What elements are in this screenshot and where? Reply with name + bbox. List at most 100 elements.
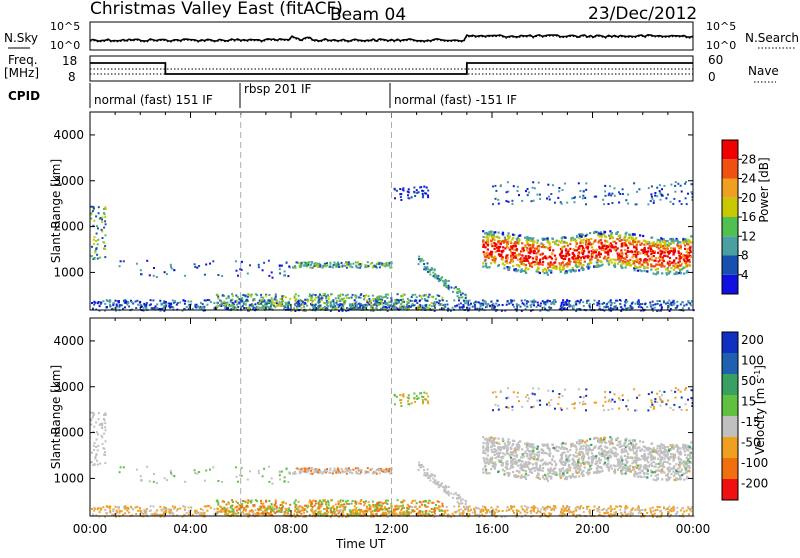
power-cell xyxy=(667,305,669,307)
power-cell xyxy=(688,259,690,261)
power-cell xyxy=(431,269,433,271)
power-cell xyxy=(487,248,489,250)
power-cell xyxy=(648,187,650,189)
velocity-cell xyxy=(318,502,320,504)
velocity-cell xyxy=(411,502,413,504)
power-cell xyxy=(331,305,333,307)
velocity-cell xyxy=(596,508,598,510)
power-cell xyxy=(508,232,510,234)
power-cell xyxy=(416,296,418,298)
power-cell xyxy=(652,250,654,252)
power-cell xyxy=(425,304,427,306)
power-cell xyxy=(104,245,106,247)
power-cell xyxy=(657,303,659,305)
velocity-cell xyxy=(548,512,550,514)
velocity-cell xyxy=(116,511,118,513)
power-cell xyxy=(324,306,326,308)
power-cell xyxy=(486,305,488,307)
power-cell xyxy=(562,299,564,301)
power-cell xyxy=(533,250,535,252)
power-cell xyxy=(221,303,223,305)
power-cell xyxy=(98,301,100,303)
power-cell xyxy=(144,305,146,307)
power-cell xyxy=(364,296,366,298)
power-cell xyxy=(660,253,662,255)
velocity-cell xyxy=(464,508,466,510)
power-cell xyxy=(378,298,380,300)
power-cell xyxy=(594,240,596,242)
velocity-cell xyxy=(650,510,652,512)
velocity-cell xyxy=(284,511,286,513)
power-cell xyxy=(203,307,205,309)
power-cell xyxy=(408,188,410,190)
power-cell xyxy=(550,307,552,309)
velocity-cell xyxy=(188,507,190,509)
power-cell xyxy=(429,304,431,306)
velocity-cell xyxy=(140,479,142,481)
power-cell xyxy=(388,301,390,303)
power-cell xyxy=(673,269,675,271)
power-cell xyxy=(381,263,383,265)
power-cell xyxy=(663,185,665,187)
power-cell xyxy=(101,217,103,219)
power-cell xyxy=(561,203,563,205)
power-cell xyxy=(629,243,631,245)
power-cell xyxy=(659,190,661,192)
power-cell xyxy=(575,245,577,247)
velocity-cell xyxy=(107,506,109,508)
power-cell xyxy=(491,243,493,245)
power-cell xyxy=(608,203,610,205)
power-cell xyxy=(302,301,304,303)
power-cell xyxy=(299,263,301,265)
power-cell xyxy=(509,266,511,268)
power-cell xyxy=(524,305,526,307)
velocity-cell xyxy=(342,500,344,502)
power-cell xyxy=(635,247,637,249)
power-cell xyxy=(284,270,286,272)
power-cell xyxy=(380,300,382,302)
velocity-cell xyxy=(213,508,215,510)
power-cell xyxy=(330,293,332,295)
power-cell xyxy=(680,303,682,305)
power-cell xyxy=(575,261,577,263)
freq-right-tick-top: 60 xyxy=(708,53,723,67)
power-cell xyxy=(538,245,540,247)
power-cell xyxy=(311,302,313,304)
velocity-cell xyxy=(569,506,571,508)
power-cell xyxy=(261,306,263,308)
velocity-cell xyxy=(575,508,577,510)
power-cell xyxy=(446,300,448,302)
power-cell xyxy=(116,305,118,307)
velocity-cell xyxy=(333,468,335,470)
power-cell xyxy=(663,238,665,240)
power-cell xyxy=(644,253,646,255)
power-cell xyxy=(534,187,536,189)
power-cell xyxy=(601,264,603,266)
power-cell xyxy=(403,308,405,310)
velocity-cell xyxy=(490,507,492,509)
power-cell xyxy=(425,193,427,195)
velocity-cell xyxy=(391,505,393,507)
velocity-cell xyxy=(356,511,358,513)
power-cell xyxy=(582,242,584,244)
velocity-cell xyxy=(639,509,641,511)
power-cell xyxy=(651,242,653,244)
power-cell xyxy=(624,242,626,244)
power-cell xyxy=(659,300,661,302)
power-cell xyxy=(551,253,553,255)
power-cell xyxy=(256,294,258,296)
velocity-cell xyxy=(346,503,348,505)
power-cell xyxy=(677,241,679,243)
power-cell xyxy=(600,253,602,255)
power-cell xyxy=(93,301,95,303)
power-cell xyxy=(318,296,320,298)
power-cell xyxy=(589,259,591,261)
power-cell xyxy=(228,305,230,307)
power-cell xyxy=(608,193,610,195)
power-cell xyxy=(295,298,297,300)
power-colorbar-swatch-4 xyxy=(722,198,738,217)
velocity-cell xyxy=(224,509,226,511)
velocity-cell xyxy=(151,513,153,515)
velocity-cell xyxy=(241,467,243,469)
power-cell xyxy=(466,303,468,305)
